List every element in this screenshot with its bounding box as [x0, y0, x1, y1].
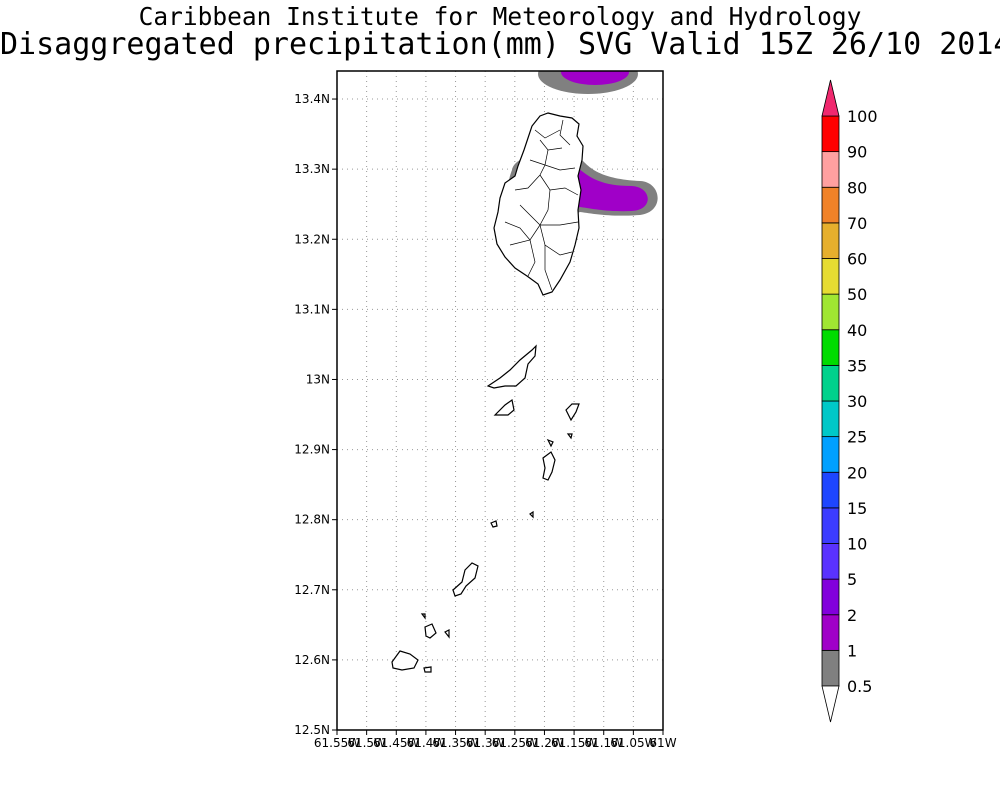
colorbar-label: 5: [847, 570, 857, 589]
island-coastline: [566, 433, 573, 440]
lon-tick-label: 61.1W: [584, 736, 623, 750]
island-coastline: [529, 510, 534, 519]
island-coastline: [546, 438, 554, 448]
colorbar-segment: [821, 258, 840, 295]
canouan-coastline: [452, 562, 479, 597]
latitude-axis: 12.5N 12.6N 12.7N 12.8N 12.9N 13N 13.1N 13.2N 13…: [294, 92, 337, 737]
lon-tick-label: 61.5W: [347, 736, 386, 750]
colorbar-segment: [821, 293, 840, 331]
island-coastline: [420, 613, 426, 620]
precip-area-1mm: [561, 71, 629, 85]
lon-tick-label: 61W: [649, 736, 676, 750]
island-coastline: [424, 623, 437, 639]
colorbar-label: 2: [847, 606, 857, 625]
island-coastline: [490, 520, 498, 528]
colorbar-segment: [821, 222, 840, 259]
colorbar-segment: [821, 649, 840, 687]
colorbar-label: 0.5: [847, 677, 872, 696]
lon-tick-label: 61.4W: [407, 736, 446, 750]
colorbar-segment: [821, 578, 840, 616]
chart-title: Caribbean Institute for Meteorology and …: [138, 2, 862, 31]
colorbar-label: 100: [847, 107, 878, 126]
colorbar-segment: [821, 329, 840, 366]
plot-frame: [336, 70, 664, 731]
lon-tick-label: 61.35W: [432, 736, 478, 750]
colorbar-label: 25: [847, 428, 867, 447]
island-coastline: [493, 398, 515, 416]
island-coastline: [565, 403, 580, 422]
colorbar-label: 20: [847, 463, 867, 482]
lat-tick-label: 12.5N: [294, 723, 330, 737]
colorbar-segment: [821, 436, 840, 473]
colorbar-over-triangle: [821, 79, 840, 117]
colorbar-label: 60: [847, 250, 867, 269]
union-island-coastline: [391, 650, 419, 671]
coastlines: [391, 112, 584, 673]
lat-tick-label: 13.4N: [294, 92, 330, 106]
lat-tick-label: 13.3N: [294, 162, 330, 176]
bequia-coastline: [486, 344, 537, 389]
colorbar-label: 1: [847, 641, 857, 660]
lat-tick-label: 13.2N: [294, 232, 330, 246]
lon-tick-label: 61.45W: [373, 736, 419, 750]
colorbar-label: 50: [847, 285, 867, 304]
colorbar-label: 30: [847, 392, 867, 411]
lon-tick-label: 61.15W: [551, 736, 597, 750]
lat-tick-label: 12.9N: [294, 443, 330, 457]
colorbar-label: 90: [847, 143, 867, 162]
watershed-boundaries: [504, 119, 579, 291]
island-coastline: [444, 629, 450, 639]
colorbar-segment: [821, 614, 840, 651]
st-vincent-coastline: [493, 112, 584, 296]
lon-tick-label: 61.2W: [525, 736, 564, 750]
colorbar-segment: [821, 543, 840, 580]
colorbar-segment: [821, 400, 840, 438]
colorbar-segment: [821, 115, 840, 153]
longitude-axis: 61.55W61.5W61.45W61.4W61.35W61.3W61.25W6…: [314, 730, 677, 750]
lat-tick-label: 12.8N: [294, 513, 330, 527]
lat-tick-label: 12.7N: [294, 583, 330, 597]
colorbar-label: 10: [847, 535, 867, 554]
lon-tick-label: 61.25W: [492, 736, 538, 750]
colorbar-label: 70: [847, 214, 867, 233]
colorbar-segment: [821, 364, 840, 402]
colorbar-segment: [821, 186, 840, 224]
colorbar-segment: [821, 507, 840, 544]
colorbar-segment: [821, 471, 840, 509]
lon-tick-label: 61.05W: [610, 736, 656, 750]
lat-tick-label: 12.6N: [294, 653, 330, 667]
island-coastline: [423, 666, 432, 673]
lat-tick-label: 13N: [306, 372, 330, 386]
lat-tick-label: 13.1N: [294, 302, 330, 316]
colorbar-under-triangle: [821, 685, 840, 723]
colorbar-label: 15: [847, 499, 867, 518]
colorbar-segment: [821, 151, 840, 188]
colorbar-label: 40: [847, 321, 867, 340]
gridlines: [337, 71, 663, 730]
island-coastline: [542, 451, 556, 481]
lon-tick-label: 61.55W: [314, 736, 360, 750]
chart-subtitle: Disaggregated precipitation(mm) SVG Vali…: [0, 27, 1000, 62]
colorbar-label: 35: [847, 356, 867, 375]
colorbar-label: 80: [847, 178, 867, 197]
lon-tick-label: 61.3W: [466, 736, 505, 750]
